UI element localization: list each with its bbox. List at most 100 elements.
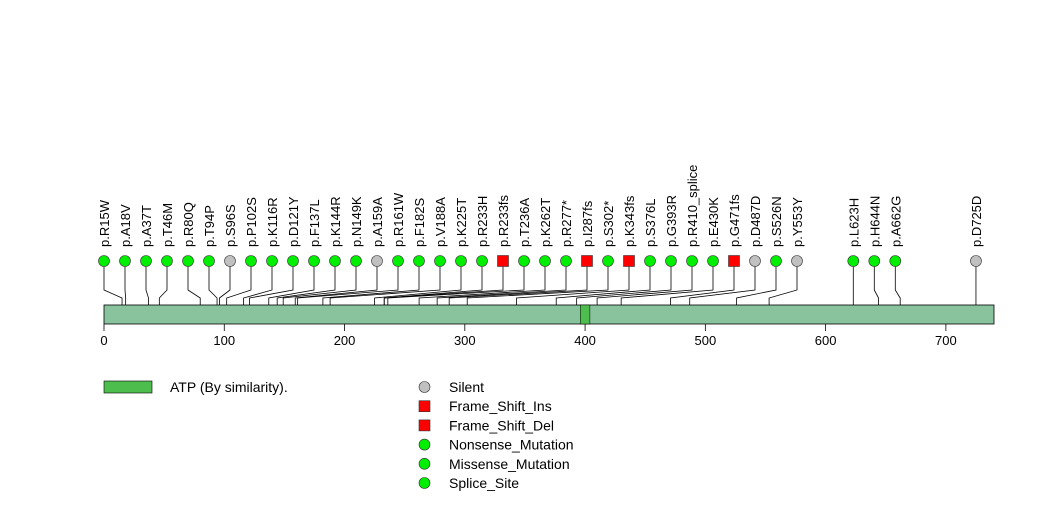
label-p.E430K: p.E430K — [706, 197, 721, 247]
marker-p.A18V — [119, 255, 131, 267]
domain-legend-label-0: ATP (By similarity). — [170, 379, 288, 395]
stem-p.P102S — [226, 266, 252, 305]
axis-tick-label-0: 0 — [100, 333, 107, 348]
stem-p.R161W — [297, 266, 399, 305]
label-p.D725D: p.D725D — [969, 196, 984, 247]
marker-p.V188A — [434, 255, 446, 267]
marker-p.T94P — [203, 255, 215, 267]
axis-tick-label-100: 100 — [213, 333, 235, 348]
stem-p.S96S — [219, 266, 231, 305]
protein-bar — [103, 304, 995, 325]
legend-label-Frame_Shift_Del: Frame_Shift_Del — [449, 417, 554, 433]
x-axis: 0 100 200 300 400 500 600 700 — [100, 324, 957, 348]
stem-p.G393R — [576, 266, 672, 305]
label-p.K116R: p.K116R — [265, 197, 280, 247]
stem-p.T46M — [158, 266, 168, 305]
marker-p.S302* — [602, 255, 614, 267]
marker-p.S526N — [770, 255, 782, 267]
label-p.R80Q: p.R80Q — [181, 202, 196, 247]
stem-p.N149K — [282, 266, 357, 305]
marker-p.K262T — [539, 255, 551, 267]
stem-p.K116R — [243, 266, 273, 305]
label-p.L623H: p.L623H — [846, 198, 861, 247]
label-p.N149K: p.N149K — [349, 196, 364, 247]
marker-p.K144R — [329, 255, 341, 267]
marker-p.A662G — [889, 255, 902, 267]
label-p.Y553Y: p.Y553Y — [790, 197, 805, 247]
legend-marker-Frame_Shift_Ins — [418, 400, 431, 413]
legend-marker-Missense_Mutation — [418, 457, 431, 470]
stem-p.A662G — [894, 266, 901, 305]
marker-p.K343fs — [623, 255, 635, 267]
stem-p.S376L — [555, 266, 651, 305]
legend-marker-Nonsense_Mutation — [418, 438, 431, 451]
label-p.P102S: p.P102S — [244, 197, 259, 247]
domain-blocks — [580, 304, 591, 325]
stem-p.E430K — [620, 266, 714, 305]
legend-label-Frame_Shift_Ins: Frame_Shift_Ins — [449, 398, 552, 414]
marker-p.D487D — [749, 255, 761, 267]
label-p.R233H: p.R233H — [475, 196, 490, 247]
label-p.V188A: p.V188A — [433, 197, 448, 247]
axis-tick-label-500: 500 — [694, 333, 716, 348]
marker-p.R80Q — [182, 255, 194, 267]
stem-p.I287fs — [448, 266, 588, 305]
label-p.H644N: p.H644N — [867, 196, 882, 247]
marker-p.E430K — [707, 255, 719, 267]
domain-block-0 — [580, 304, 591, 325]
stem-p.A159A — [294, 266, 378, 305]
stem-p.A37T — [145, 266, 149, 305]
mutation-type-legend: Silent Frame_Shift_Ins Frame_Shift_Del Nons… — [418, 379, 574, 491]
marker-p.T46M — [161, 255, 173, 267]
axis-tick-label-700: 700 — [935, 333, 957, 348]
legend-label-Splice_Site: Splice_Site — [449, 475, 519, 491]
marker-p.R161W — [392, 255, 404, 267]
marker-p.R277* — [560, 255, 572, 267]
marker-p.N149K — [350, 255, 362, 267]
label-p.S376L: p.S376L — [643, 199, 658, 247]
marker-p.Y553Y — [791, 255, 803, 267]
marker-p.A37T — [140, 255, 152, 267]
label-p.R410_splice: p.R410_splice — [685, 165, 700, 247]
label-p.K144R: p.K144R — [328, 196, 343, 247]
stem-p.Y553Y — [768, 266, 798, 305]
axis-tick-label-400: 400 — [574, 333, 596, 348]
axis-tick-label-600: 600 — [815, 333, 837, 348]
stem-p.D487D — [689, 266, 756, 305]
label-p.I287fs: p.I287fs — [580, 200, 595, 247]
axis-tick-label-200: 200 — [334, 333, 356, 348]
label-p.D121Y: p.D121Y — [286, 196, 301, 247]
label-p.D487D: p.D487D — [748, 196, 763, 247]
domain-legend: ATP (By similarity). — [103, 379, 288, 395]
marker-p.T236A — [518, 255, 530, 267]
label-p.A18V: p.A18V — [118, 204, 133, 247]
marker-p.F137L — [308, 255, 320, 267]
legend-label-Nonsense_Mutation: Nonsense_Mutation — [449, 437, 574, 453]
stem-p.S526N — [736, 266, 777, 305]
label-p.T236A: p.T236A — [517, 198, 532, 247]
legend-marker-Splice_Site — [418, 477, 431, 489]
label-p.F137L: p.F137L — [307, 199, 322, 247]
domain-legend-swatch-0 — [103, 380, 153, 394]
label-p.K343fs: p.K343fs — [622, 195, 637, 247]
marker-p.D121Y — [287, 255, 299, 267]
marker-p.L623H — [847, 255, 860, 267]
stem-p.R80Q — [187, 266, 201, 305]
label-p.A37T: p.A37T — [139, 205, 154, 247]
marker-p.R233H — [476, 255, 488, 267]
stem-p.S302* — [466, 266, 609, 305]
stem-p.V188A — [329, 266, 441, 305]
legend-marker-Silent — [418, 381, 431, 393]
legend-label-Missense_Mutation: Missense_Mutation — [449, 456, 570, 472]
label-p.S302*: p.S302* — [601, 201, 616, 247]
marker-p.R15W — [98, 255, 110, 267]
marker-p.G393R — [665, 255, 677, 267]
stem-p.K262T — [418, 266, 546, 305]
stem-p.T236A — [387, 266, 525, 305]
stem-p.F182S — [322, 266, 420, 305]
marker-p.P102S — [245, 255, 257, 267]
label-p.R15W: p.R15W — [97, 199, 112, 247]
label-p.G393R: p.G393R — [664, 195, 679, 247]
label-p.R277*: p.R277* — [559, 200, 574, 247]
marker-p.K225T — [455, 255, 467, 267]
